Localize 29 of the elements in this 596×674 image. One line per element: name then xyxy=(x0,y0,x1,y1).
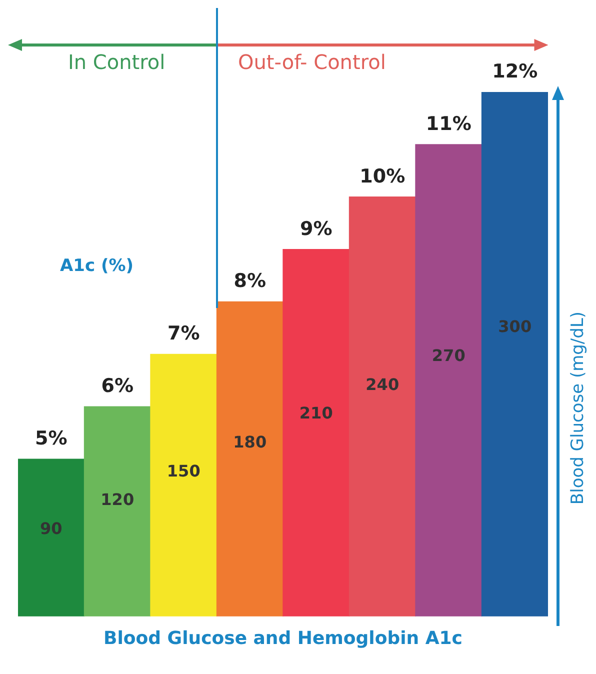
y-axis-title: Blood Glucose (mg/dL) xyxy=(568,311,588,505)
bar xyxy=(18,458,85,616)
text: Out-of- Control xyxy=(238,50,386,74)
bar xyxy=(282,248,350,616)
bar xyxy=(348,196,416,616)
x-tick-label: 7% xyxy=(167,322,200,345)
x-tick-label: 11% xyxy=(426,112,472,135)
text: Blood Glucose and Hemoglobin A1c xyxy=(104,628,462,649)
annotation: A1c (%) xyxy=(60,256,134,276)
bar xyxy=(216,301,284,616)
data-label: 150 xyxy=(166,461,200,480)
data-label: 90 xyxy=(40,519,62,538)
x-tick-label: 10% xyxy=(360,165,406,188)
data-label: 120 xyxy=(100,490,134,510)
x-tick-label: 8% xyxy=(234,270,266,292)
x-tick-label: 12% xyxy=(492,60,538,82)
data-label: 270 xyxy=(432,346,466,365)
bar xyxy=(415,144,482,616)
bar xyxy=(150,354,218,616)
text: In Control xyxy=(68,50,166,74)
data-label: 210 xyxy=(299,404,333,423)
x-tick-label: 5% xyxy=(34,428,68,450)
x-tick-label: 6% xyxy=(101,375,134,398)
bar xyxy=(481,92,548,616)
x-tick-label: 9% xyxy=(300,218,332,240)
data-label: 300 xyxy=(498,317,532,336)
bar xyxy=(84,406,151,616)
data-label: 180 xyxy=(233,432,267,452)
data-label: 240 xyxy=(366,374,400,394)
